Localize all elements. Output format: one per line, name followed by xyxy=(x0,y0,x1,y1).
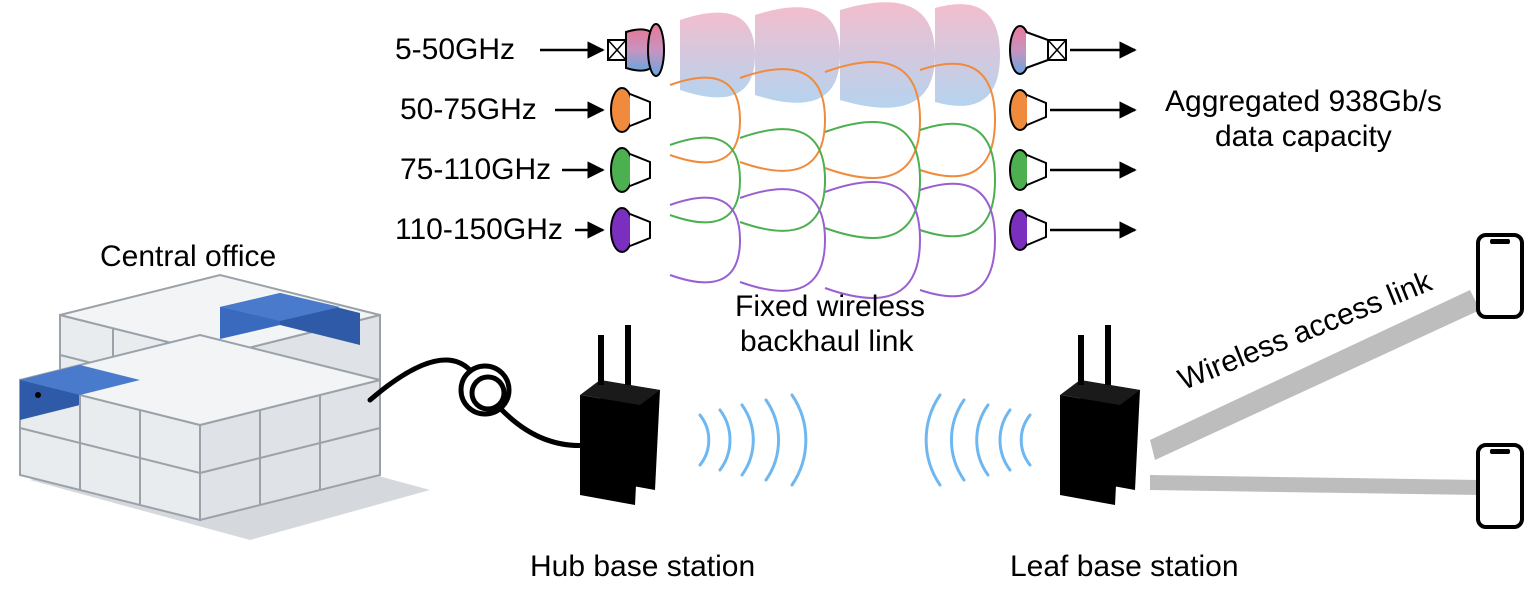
signal-waves-icon xyxy=(700,395,1030,485)
band-label: 75-110GHz xyxy=(400,153,551,187)
central-office-label: Central office xyxy=(100,240,276,274)
hub-station-label: Hub base station xyxy=(530,550,755,584)
band-label: 50-75GHz xyxy=(400,93,537,127)
phone-icon xyxy=(1478,445,1522,527)
central-office-icon xyxy=(20,275,430,540)
backhaul-label-line1: Fixed wireless xyxy=(735,290,925,324)
aggregated-label-line1: Aggregated 938Gb/s xyxy=(1165,85,1442,119)
hub-base-station-icon xyxy=(580,325,660,505)
fiber-cable-icon xyxy=(370,360,590,446)
leaf-station-label: Leaf base station xyxy=(1010,550,1239,584)
backhaul-label-line2: backhaul link xyxy=(740,325,913,359)
band-label: 5-50GHz xyxy=(395,33,515,67)
phone-icon xyxy=(1478,235,1522,317)
leaf-base-station-icon xyxy=(1060,325,1140,505)
band-row xyxy=(575,182,1135,298)
band-label: 110-150GHz xyxy=(395,213,563,247)
aggregated-label-line2: data capacity xyxy=(1215,120,1392,154)
